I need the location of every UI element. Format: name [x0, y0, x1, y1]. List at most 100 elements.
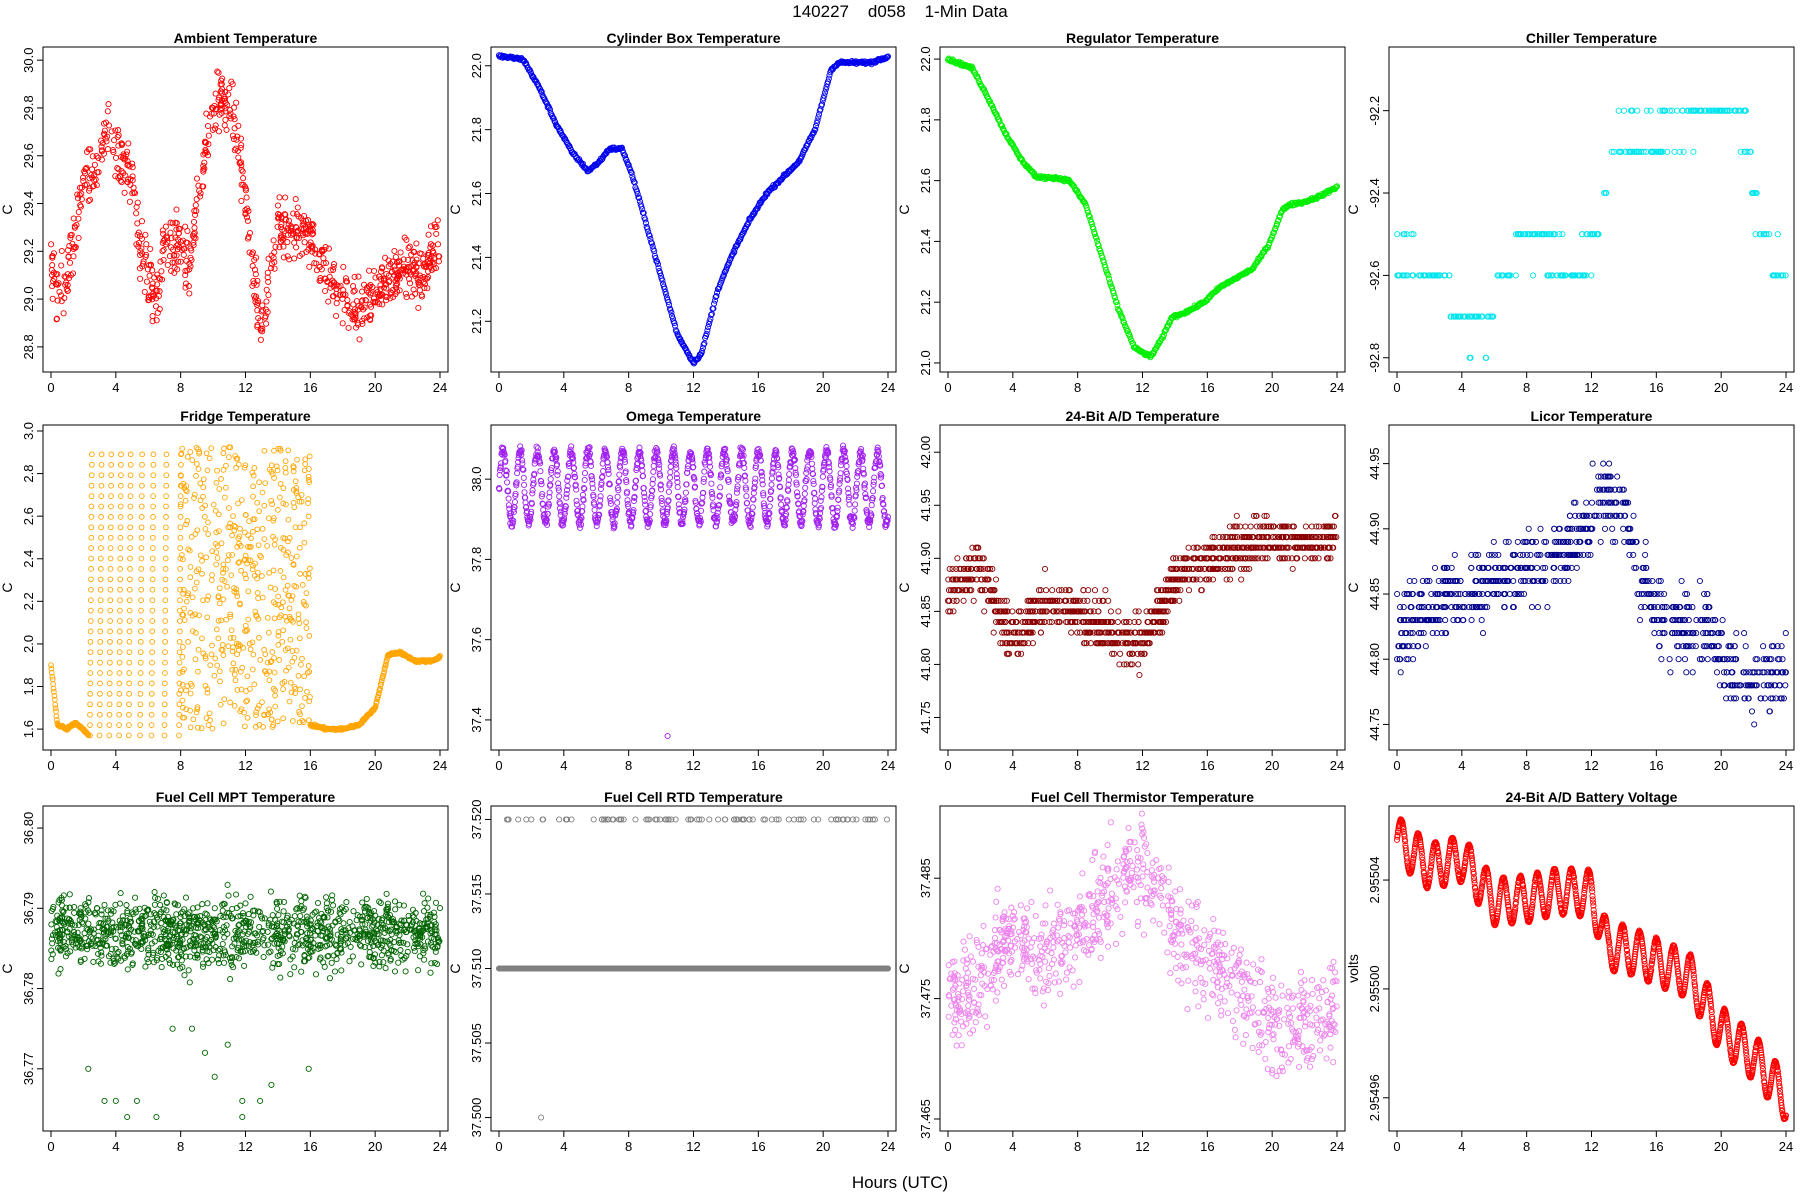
- data-point: [106, 732, 113, 739]
- data-point: [666, 301, 673, 308]
- data-point: [265, 515, 272, 522]
- x-tick-label: 24: [881, 758, 895, 773]
- data-point: [296, 544, 303, 551]
- y-tick-label: 42.00: [918, 436, 933, 469]
- data-point: [266, 677, 273, 684]
- data-point: [720, 272, 727, 279]
- data-point: [1162, 327, 1169, 334]
- data-point: [365, 289, 372, 296]
- data-point: [280, 254, 287, 261]
- x-tick-label: 8: [625, 758, 632, 773]
- data-point: [49, 272, 56, 279]
- data-point: [254, 526, 261, 533]
- data-point: [180, 251, 187, 258]
- data-point: [731, 249, 738, 256]
- data-point: [98, 156, 105, 163]
- data-point: [154, 271, 161, 278]
- data-point: [116, 732, 122, 739]
- data-point: [205, 141, 212, 148]
- data-point: [305, 663, 312, 669]
- data-point: [87, 618, 94, 624]
- data-point: [148, 690, 155, 697]
- data-point: [720, 273, 727, 280]
- data-point: [54, 281, 61, 288]
- data-point: [115, 132, 122, 139]
- data-point: [303, 625, 310, 631]
- data-point: [117, 555, 124, 562]
- data-point: [220, 652, 227, 659]
- data-point: [197, 193, 204, 200]
- x-tick-label: 12: [238, 758, 252, 773]
- data-point: [98, 493, 105, 499]
- data-point: [149, 597, 156, 604]
- data-point: [667, 463, 674, 470]
- data-point: [116, 711, 123, 718]
- data-point: [852, 501, 859, 508]
- data-point: [1035, 173, 1042, 180]
- data-point: [126, 659, 133, 666]
- data-point: [163, 451, 170, 458]
- x-tick-label: 4: [112, 758, 119, 773]
- data-point: [123, 151, 130, 158]
- data-point: [79, 174, 87, 181]
- data-point: [337, 282, 344, 289]
- data-point: [182, 497, 189, 504]
- data-point: [215, 511, 222, 518]
- data-point: [94, 169, 101, 176]
- data-point: [704, 327, 711, 334]
- data-point: [289, 658, 296, 665]
- data-point: [88, 576, 94, 583]
- data-point: [137, 638, 144, 645]
- y-tick-label: 41.95: [918, 489, 933, 522]
- data-point: [306, 632, 313, 639]
- data-point: [252, 295, 259, 302]
- data-point: [127, 514, 134, 520]
- data-point: [221, 696, 228, 703]
- data-point: [654, 260, 661, 268]
- data-point: [275, 507, 281, 513]
- data-point: [223, 484, 229, 491]
- data-points: [48, 444, 443, 739]
- x-tick-label: 24: [1330, 758, 1344, 773]
- data-point: [698, 507, 705, 514]
- data-point: [88, 172, 95, 179]
- data-point: [126, 649, 133, 656]
- data-point: [362, 297, 369, 304]
- data-points: [944, 512, 1340, 679]
- data-point: [291, 504, 298, 511]
- data-point: [392, 253, 399, 261]
- data-point: [97, 576, 104, 583]
- data-point: [305, 513, 312, 520]
- data-point: [146, 262, 153, 269]
- data-point: [104, 133, 111, 140]
- data-point: [614, 493, 621, 500]
- data-point: [82, 165, 89, 172]
- data-point: [263, 320, 270, 327]
- data-point: [1115, 307, 1122, 314]
- data-point: [149, 649, 155, 656]
- data-point: [265, 291, 272, 299]
- data-point: [434, 241, 442, 248]
- x-tick-label: 16: [1649, 380, 1663, 395]
- data-point: [360, 281, 368, 288]
- data-point: [231, 147, 238, 154]
- data-point: [212, 122, 219, 129]
- data-point: [148, 711, 155, 718]
- data-point: [504, 479, 511, 486]
- data-point: [1512, 272, 1519, 279]
- data-point: [87, 680, 94, 687]
- data-point: [205, 132, 212, 139]
- data-point: [302, 695, 308, 701]
- data-point: [191, 224, 198, 231]
- data-point: [149, 628, 156, 635]
- data-point: [127, 461, 134, 468]
- data-point: [640, 209, 647, 217]
- data-point: [108, 451, 115, 458]
- data-point: [87, 597, 94, 604]
- data-point: [180, 644, 186, 650]
- data-point: [98, 451, 105, 458]
- data-point: [154, 281, 161, 288]
- data-point: [182, 267, 189, 274]
